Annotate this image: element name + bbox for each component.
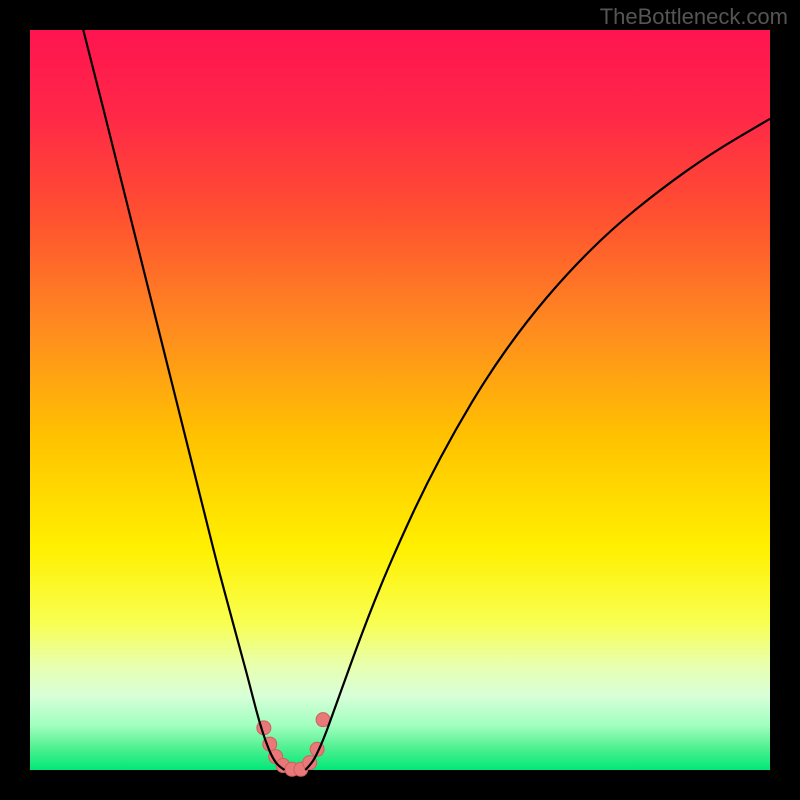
watermark-text: TheBottleneck.com <box>600 4 788 30</box>
plot-background <box>30 30 770 770</box>
bottleneck-chart <box>0 0 800 800</box>
chart-container: TheBottleneck.com <box>0 0 800 800</box>
